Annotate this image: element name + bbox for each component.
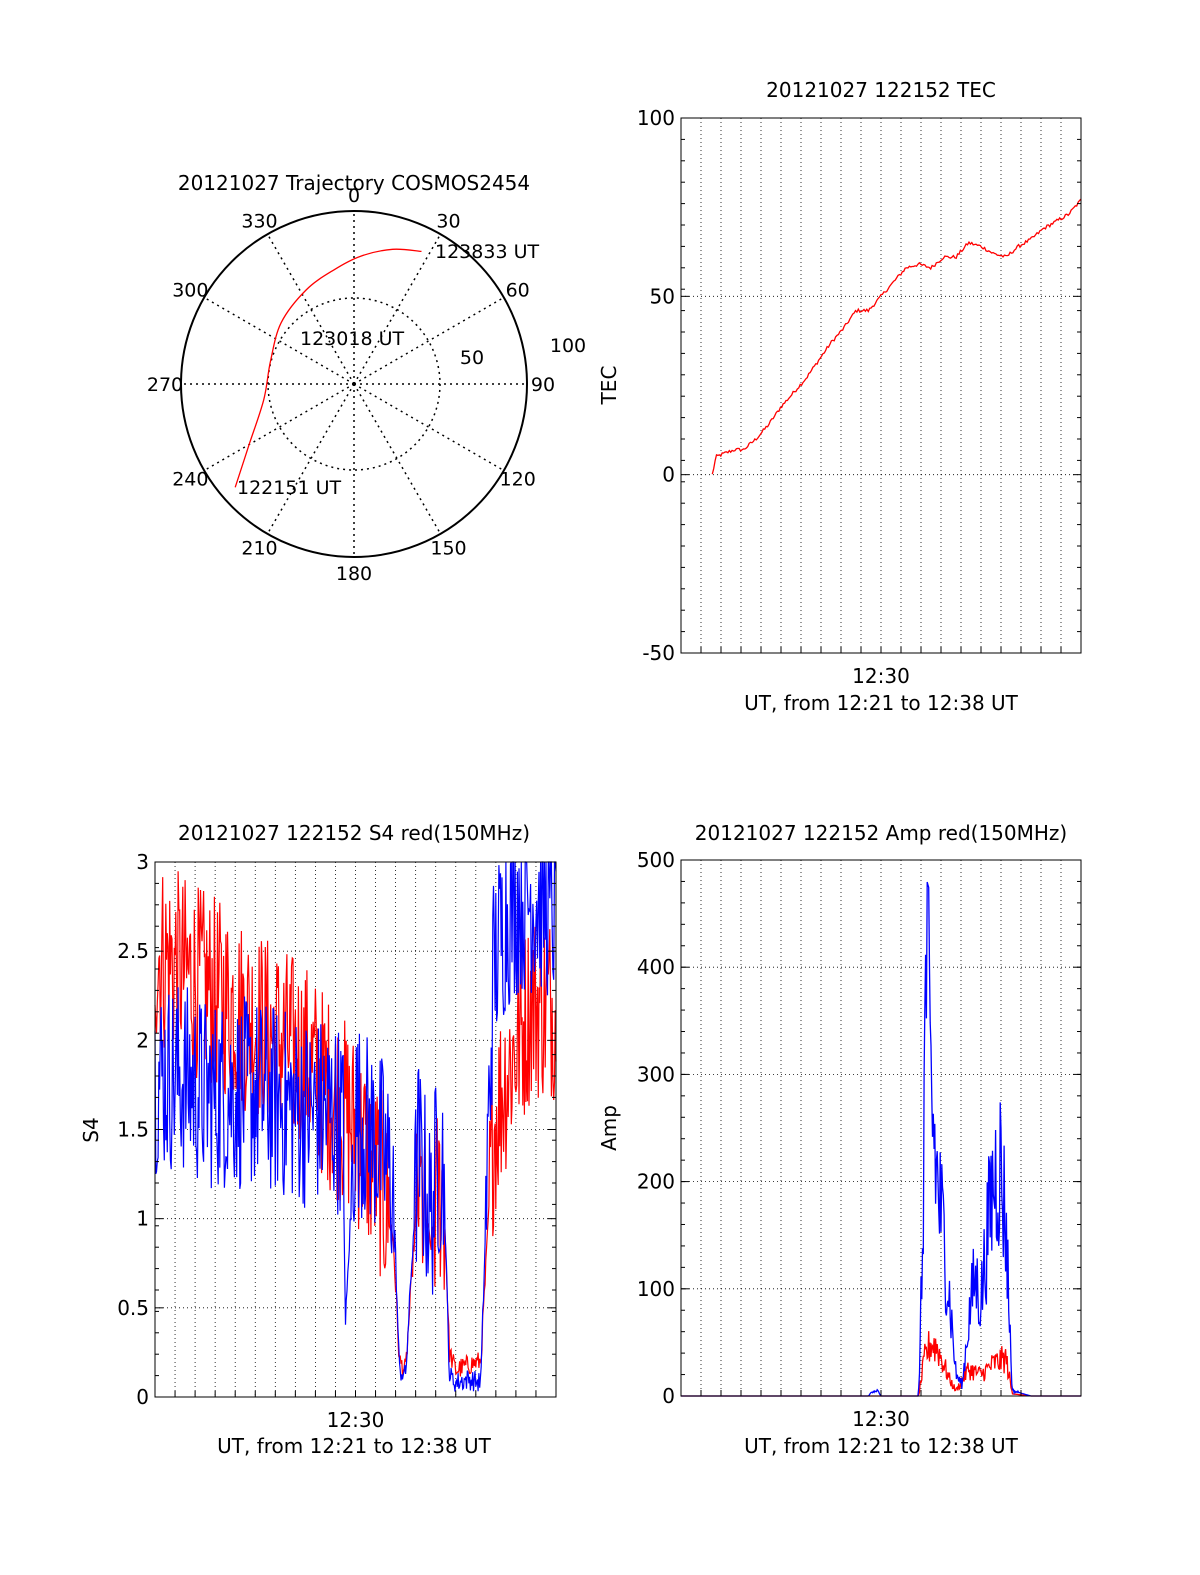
track-label-end: 123833 UT <box>435 241 539 263</box>
azimuth-labels: 0 30 60 90 120 150 180 210 240 270 300 330 <box>147 185 555 585</box>
s4-ytick-label: 1.5 <box>117 1118 149 1142</box>
azimuth-label-270: 270 <box>147 374 183 396</box>
tec-ylabel: TEC <box>597 366 621 406</box>
s4-ytick-label: 3 <box>136 850 149 874</box>
azimuth-spoke <box>353 233 442 385</box>
amp-panel: 20121027 122152 Amp red(150MHz) 0 100 200 3… <box>597 821 1082 1458</box>
elevation-label-50: 50 <box>460 347 484 369</box>
tec-ytick-label: -50 <box>642 641 675 665</box>
s4-ylabel: S4 <box>79 1117 103 1142</box>
s4-xtick-label: 12:30 <box>327 1408 385 1432</box>
s4-title: 20121027 122152 S4 red(150MHz) <box>178 821 530 845</box>
tec-xtick-label: 12:30 <box>852 664 910 688</box>
azimuth-label-30: 30 <box>436 210 460 232</box>
tec-series-line <box>711 198 1082 475</box>
amp-xlabel: UT, from 12:21 to 12:38 UT <box>744 1434 1019 1458</box>
azimuth-label-120: 120 <box>500 469 536 491</box>
s4-panel: 20121027 122152 S4 red(150MHz) 0 0.5 1 1.5 2… <box>79 821 557 1458</box>
azimuth-label-210: 210 <box>241 538 277 560</box>
azimuth-spoke <box>353 383 505 472</box>
polar-spokes <box>181 211 527 557</box>
azimuth-label-90: 90 <box>531 374 555 396</box>
s4-blue-series-line <box>154 861 557 1392</box>
polar-title: 20121027 Trajectory COSMOS2454 <box>178 171 530 195</box>
tec-xlabel: UT, from 12:21 to 12:38 UT <box>744 691 1019 715</box>
amp-ticks: 0 100 200 300 400 500 12:30 <box>637 848 1081 1431</box>
s4-xlabel: UT, from 12:21 to 12:38 UT <box>217 1434 492 1458</box>
amp-ytick-label: 100 <box>637 1277 675 1301</box>
amp-ytick-label: 400 <box>637 955 675 979</box>
amp-title: 20121027 122152 Amp red(150MHz) <box>695 821 1067 845</box>
s4-ytick-label: 0.5 <box>117 1296 149 1320</box>
azimuth-label-330: 330 <box>241 210 277 232</box>
track-label-mid: 123018 UT <box>300 328 404 350</box>
tec-ticks: -50 0 50 100 12:30 <box>637 106 1081 688</box>
azimuth-spoke <box>353 383 442 535</box>
tec-title: 20121027 122152 TEC <box>766 78 996 102</box>
azimuth-spoke <box>203 296 355 385</box>
amp-ytick-label: 500 <box>637 848 675 872</box>
azimuth-spoke <box>266 383 355 535</box>
amp-ytick-label: 0 <box>662 1384 675 1408</box>
amp-ytick-label: 200 <box>637 1170 675 1194</box>
azimuth-spoke <box>353 296 505 385</box>
polar-outer-ring <box>180 210 528 558</box>
azimuth-label-180: 180 <box>336 563 372 585</box>
s4-ytick-label: 1 <box>136 1207 149 1231</box>
azimuth-label-240: 240 <box>172 469 208 491</box>
azimuth-label-300: 300 <box>172 280 208 302</box>
elevation-label-100: 100 <box>550 335 586 357</box>
tec-ytick-label: 100 <box>637 106 675 130</box>
tec-ytick-label: 50 <box>650 284 675 308</box>
tec-panel: 20121027 122152 TEC -50 0 50 100 12:30 TEC U… <box>597 78 1082 715</box>
amp-xtick-label: 12:30 <box>852 1407 910 1431</box>
amp-grid <box>681 860 1081 1396</box>
tec-ytick-label: 0 <box>662 463 675 487</box>
trajectory-track <box>234 248 422 488</box>
s4-ytick-label: 0 <box>136 1385 149 1409</box>
track-label-start: 122151 UT <box>237 477 341 499</box>
azimuth-label-150: 150 <box>430 538 466 560</box>
azimuth-spoke <box>203 383 355 472</box>
tec-grid <box>681 118 1081 653</box>
amp-ytick-label: 300 <box>637 1062 675 1086</box>
amp-ylabel: Amp <box>597 1105 621 1151</box>
amp-blue-series-line <box>681 881 1081 1397</box>
azimuth-label-0: 0 <box>348 185 360 207</box>
s4-ytick-label: 2 <box>136 1028 149 1052</box>
azimuth-spoke <box>266 233 355 385</box>
polar-panel: 20121027 Trajectory COSMOS2454 0 30 60 90 12… <box>147 171 586 585</box>
s4-ticks: 0 0.5 1 1.5 2 2.5 3 12:30 <box>117 850 556 1432</box>
azimuth-label-60: 60 <box>506 280 530 302</box>
s4-ytick-label: 2.5 <box>117 939 149 963</box>
